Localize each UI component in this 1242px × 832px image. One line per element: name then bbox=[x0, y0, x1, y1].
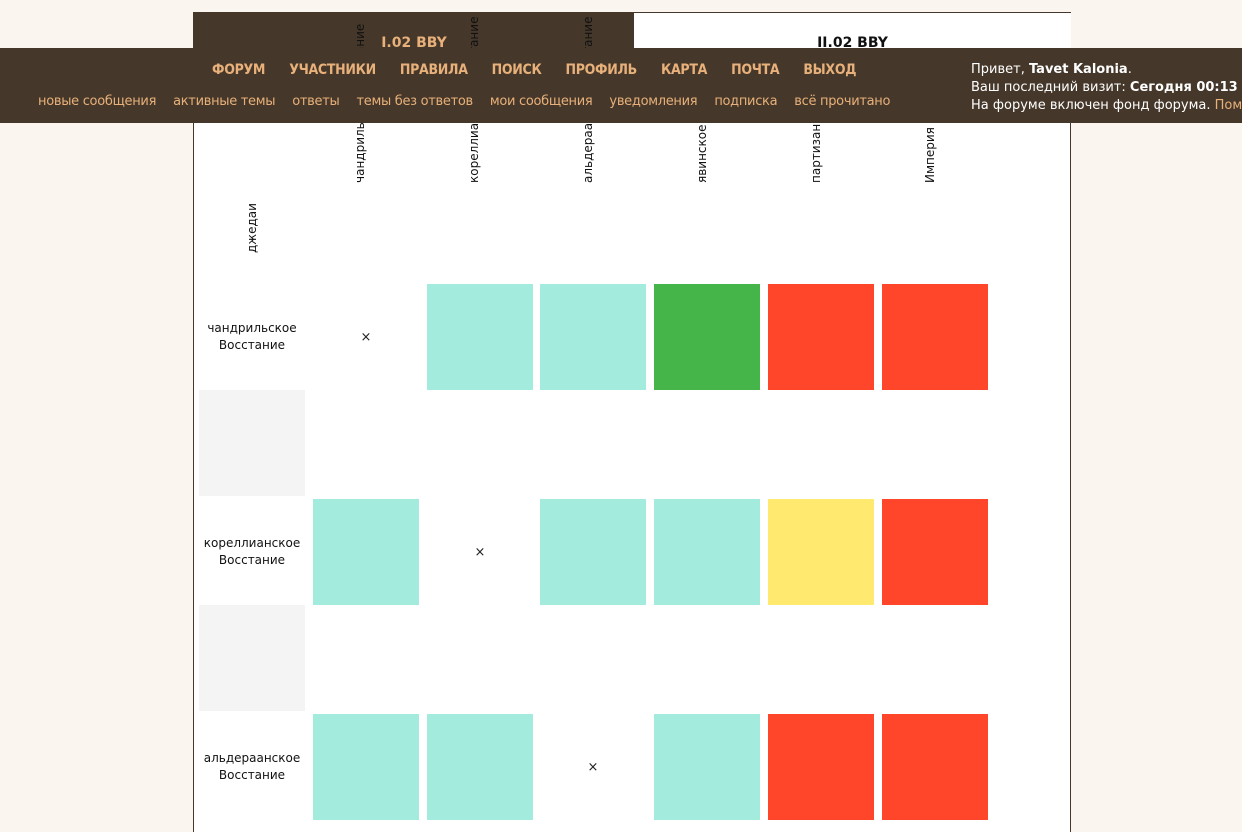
subnav-link-0[interactable]: новые сообщения bbox=[38, 94, 157, 109]
row-label: чандрильское Восстание bbox=[207, 321, 297, 352]
greeting-dot: . bbox=[1127, 62, 1132, 77]
tab-ii-02-bby[interactable]: II.02 BBY bbox=[634, 13, 1071, 51]
nav-link-3[interactable]: ПОИСК bbox=[491, 62, 542, 78]
relation-cell-enemy[interactable] bbox=[882, 499, 988, 605]
subnav-link-7[interactable]: всё прочитано bbox=[794, 94, 891, 109]
tab-label: I.02 BBY bbox=[381, 35, 447, 51]
row-label: кореллианское Восстание bbox=[203, 536, 301, 567]
nav-link-4[interactable]: ПРОФИЛЬ bbox=[565, 62, 637, 78]
row-label: альдераанское Восстание bbox=[203, 751, 301, 782]
corner-header: джедаи bbox=[199, 163, 305, 253]
sub-nav: новые сообщения активные темы ответы темы б… bbox=[38, 94, 890, 109]
relation-cell-enemy[interactable] bbox=[768, 284, 874, 390]
content-panel: I.02 BBY II.02 BBY джедаи чандрильское Во… bbox=[193, 12, 1071, 832]
subnav-link-1[interactable]: активные темы bbox=[173, 94, 276, 109]
nav-link-7[interactable]: ВЫХОД bbox=[803, 62, 857, 78]
fund-text: На форуме включен фонд форума. bbox=[971, 98, 1215, 113]
nav-link-0[interactable]: ФОРУМ bbox=[212, 62, 266, 78]
username[interactable]: Tavet Kalonia bbox=[1028, 62, 1128, 77]
tab-label: II.02 BBY bbox=[817, 35, 888, 51]
tab-i-02-bby[interactable]: I.02 BBY bbox=[194, 13, 634, 51]
relation-cell-ally[interactable] bbox=[654, 714, 760, 820]
self-mark: × bbox=[587, 759, 599, 775]
last-visit-label: Ваш последний визит: bbox=[971, 80, 1130, 95]
nav-link-2[interactable]: ПРАВИЛА bbox=[399, 62, 468, 78]
relation-cell-ally[interactable] bbox=[427, 714, 533, 820]
relation-cell-ally[interactable] bbox=[313, 714, 419, 820]
relation-cell-enemy[interactable] bbox=[882, 714, 988, 820]
self-mark: × bbox=[474, 544, 486, 560]
relation-cell-ally[interactable] bbox=[540, 499, 646, 605]
relation-cell-neutral[interactable] bbox=[768, 499, 874, 605]
relation-cell-friend[interactable] bbox=[654, 284, 760, 390]
relation-cell-ally[interactable] bbox=[427, 284, 533, 390]
last-visit-value: Сегодня 00:13 bbox=[1129, 80, 1238, 95]
nav-link-6[interactable]: ПОЧТА bbox=[731, 62, 780, 78]
spacer-cell bbox=[199, 390, 305, 496]
spacer-cell bbox=[199, 605, 305, 711]
subnav-link-5[interactable]: уведомления bbox=[609, 94, 698, 109]
subnav-link-6[interactable]: подписка bbox=[714, 94, 778, 109]
self-mark: × bbox=[360, 329, 372, 345]
nav-link-5[interactable]: КАРТА bbox=[660, 62, 708, 78]
relation-cell-ally[interactable] bbox=[654, 499, 760, 605]
fund-link[interactable]: Пом bbox=[1214, 98, 1242, 113]
nav-link-1[interactable]: УЧАСТНИКИ bbox=[289, 62, 376, 78]
subnav-link-4[interactable]: мои сообщения bbox=[489, 94, 593, 109]
greeting: Привет, bbox=[971, 62, 1029, 77]
relation-cell-enemy[interactable] bbox=[768, 714, 874, 820]
relation-cell-ally[interactable] bbox=[313, 499, 419, 605]
main-nav: ФОРУМ УЧАСТНИКИ ПРАВИЛА ПОИСК ПРОФИЛЬ КАРТА ПО… bbox=[212, 62, 856, 78]
subnav-link-3[interactable]: темы без ответов bbox=[356, 94, 473, 109]
forum-navbar: ФОРУМ УЧАСТНИКИ ПРАВИЛА ПОИСК ПРОФИЛЬ КАРТА ПО… bbox=[0, 48, 1242, 123]
subnav-link-2[interactable]: ответы bbox=[292, 94, 340, 109]
welcome-box: Привет, Tavet Kalonia. Ваш последний виз… bbox=[971, 61, 1242, 115]
relation-cell-ally[interactable] bbox=[540, 284, 646, 390]
relation-cell-enemy[interactable] bbox=[882, 284, 988, 390]
